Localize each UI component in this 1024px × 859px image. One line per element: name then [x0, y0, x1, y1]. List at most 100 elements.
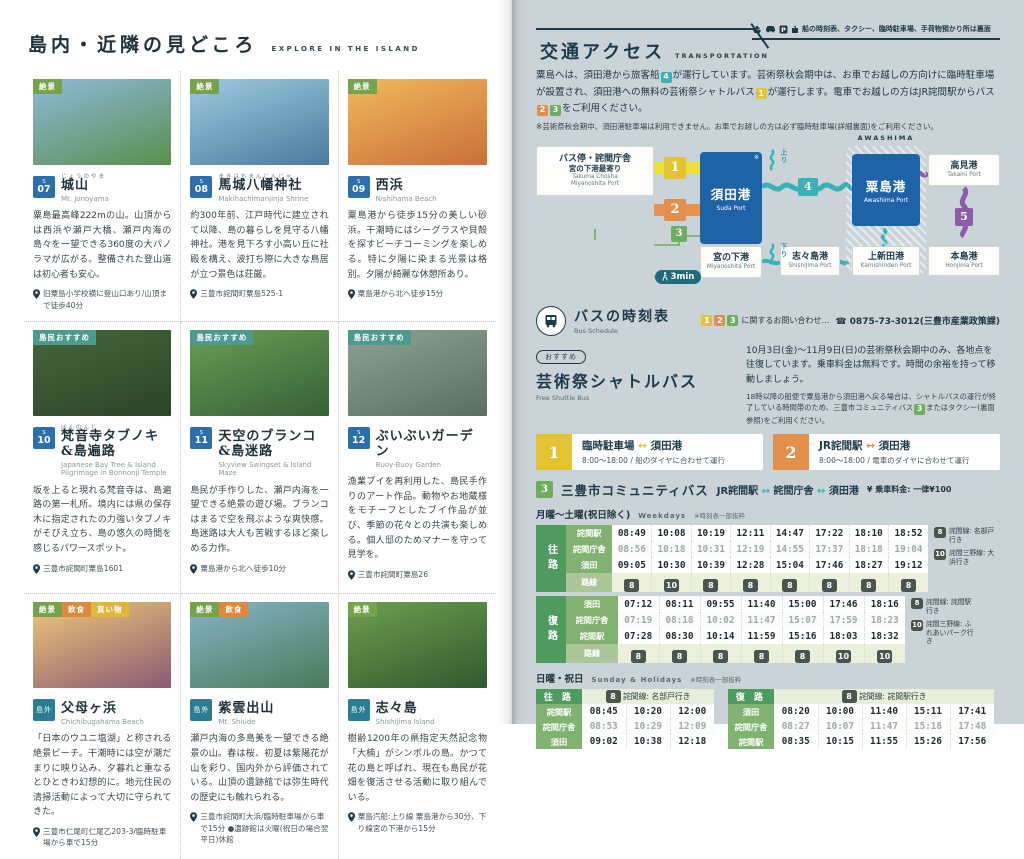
spot-access: 旧粟島小学校横に登山口あり/山頂まで徒歩40分: [33, 288, 171, 311]
off-island-badge: 島外: [347, 699, 370, 722]
photo-badge-row: 島民おすすめ: [190, 330, 254, 345]
timetable-row: 復路 須田 07:12 08:11 09:55 11:40 15:00 17:46 18:16: [536, 596, 905, 664]
time-cell: 14:47: [769, 525, 810, 542]
route-2-badge-inline: 2: [537, 104, 548, 116]
page-subtitle: EXPLORE IN THE ISLAND: [271, 45, 420, 53]
backside-note-text: 船の時刻表、タクシー、臨時駐車場、手荷物預かり所は裏面: [802, 25, 991, 33]
spot-number: 08: [194, 183, 208, 195]
title-furigana: じょうのやま: [61, 174, 107, 180]
shuttle-route-hours: 8:00〜18:00 / 電車のダイヤに合わせて運行: [819, 456, 970, 466]
route-chip-cell: 8: [809, 573, 850, 593]
spot-access-text: 粟島汽船:上り線 粟島港から30分、下り線宮の下港から15分: [357, 812, 487, 833]
stop-name: 詫間駅: [728, 734, 774, 750]
map-pin-icon: [347, 569, 355, 583]
time-cell: 08:27: [774, 719, 818, 735]
shuttle-route-title: 臨時駐車場 ↔ 須田港: [582, 438, 725, 453]
route-number-chip: 10: [664, 579, 679, 593]
time-cell: 18:18: [848, 541, 889, 558]
category-badge: 島民おすすめ: [33, 330, 96, 345]
time-cell: 10:08: [651, 525, 692, 542]
card-title-row: 島外 紫雲出山 Mt. Shiude: [190, 695, 328, 726]
bus-icon: [536, 305, 566, 336]
route-chip-cell: 8: [730, 573, 771, 593]
transit-diagram: 臨時駐車場 Temporary Parking Lot JR詫間駅 JR Tak…: [536, 134, 1000, 296]
time-cell: 17:48: [949, 719, 994, 735]
shuttle-note-text: またはタクシー(裏面参照)をご利用ください。: [746, 403, 995, 426]
card-title-row: 島外 父母ヶ浜 Chichibugahama Beach: [33, 695, 171, 726]
category-badge: 島民おすすめ: [190, 330, 254, 345]
photo-badge-row: 絶景: [347, 602, 377, 618]
route-legend-item: 8 詫間線: 名部戸行き: [934, 527, 1000, 544]
attraction-card: 絶景 S 08 まきはちまんじんじゃ 馬城八幡神社 Makihachimanjinja S…: [181, 71, 339, 322]
community-bus-fare: ¥ 乗車料金: 一律¥100: [866, 485, 952, 495]
time-cell: 11:40: [740, 596, 782, 613]
route-chip-cell: 8: [618, 644, 659, 664]
direction-label: 復路: [536, 596, 566, 664]
time-cell: 10:00: [817, 704, 862, 720]
spot-title-en: Japanese Bay Tree & Island Pilgrimage in…: [61, 460, 167, 478]
spot-number-prefix: S: [199, 178, 203, 185]
spot-number: 11: [194, 434, 208, 446]
time-cell: 17:41: [949, 704, 994, 720]
route-1-badge-inline: 1: [755, 88, 767, 100]
shuttle-route-card: 1 臨時駐車場 ↔ 須田港 8:00〜18:00 / 船のダイヤに合わせて運行: [536, 434, 763, 471]
time-cell: 12:19: [730, 541, 771, 558]
route-3-badge-inline: 3: [536, 481, 553, 499]
route-number-chip: 8: [742, 579, 758, 593]
node-takami-port: 高見港 Takami Port: [928, 153, 1000, 186]
timetable-row: 詫間庁舎 07:19 08:18 10:02 11:47 15:07 17:59 18:23: [536, 612, 905, 629]
spot-number-prefix: S: [357, 429, 361, 436]
photo-badge-row: 絶景: [190, 79, 220, 94]
shuttle-route-card: 2 JR詫間駅 ↔ 須田港 8:00〜18:00 / 電車のダイヤに合わせて運行: [773, 434, 1000, 471]
route-legend-text: 詫間三野線: 大浜行き: [949, 549, 995, 566]
time-cell: 08:11: [658, 596, 700, 613]
spot-access-text: 三豊市詫間町粟島26: [357, 569, 429, 579]
stop-name: 詫間庁舎: [566, 541, 613, 558]
weekday-label-row: 月曜〜土曜(祝日除く) Weekdays ※時刻表一部抜粋: [536, 510, 746, 522]
shuttle-title-en: Free Shuttle Bus: [536, 393, 590, 402]
route-to: 須田港: [650, 440, 683, 453]
shuttle-section: おすすめ 芸術祭シャトルバス Free Shuttle Bus 10月3日(金)…: [536, 344, 1000, 426]
attraction-card: 絶景 S 07 じょうのやま 城山 Mt. Jonoyama 粟島最高峰222mの山。山頂か…: [24, 71, 182, 322]
node-honjima-port: 本島港 Honjima Port: [928, 245, 1000, 276]
time-cell: 12:00: [669, 704, 714, 720]
spot-title-en: Buoy-Buoy Garden: [375, 460, 442, 469]
recommended-badge: おすすめ: [536, 349, 586, 364]
card-title-block: 西浜 Nishihama Beach: [376, 172, 437, 203]
card-title-block: 志々島 Shishijima Island: [376, 695, 435, 726]
spot-access: 粟島港から北へ徒歩15分: [347, 288, 487, 302]
route-number-chip: 8: [911, 598, 923, 610]
card-title-block: 父母ヶ浜 Chichibugahama Beach: [61, 695, 144, 726]
timetable-row: 詫間庁舎 08:56 10:18 10:31 12:19 14:55 17:37 18:18 1…: [536, 541, 928, 558]
time-cell: 17:46: [809, 557, 850, 574]
route-chip-cell: 8: [612, 573, 652, 593]
route-number-chip: 8: [754, 650, 769, 664]
route-chip-cell: 8: [888, 573, 928, 593]
attraction-card: 絶景 飲食 買い物 島外 父母ヶ浜 Chichibugahama Beach 「日本のウユニ…: [24, 594, 182, 859]
taxi-icon: [766, 26, 775, 33]
spot-description: 島民が手作りした、瀬戸内海を一望できる絶景の遊び場。ブランコはまるで空を飛ぶよう…: [190, 485, 329, 554]
route-1-badge: 1: [664, 156, 686, 179]
timetable: 往路 詫間駅 08:49 10:08 10:19 12:11 14:47 17:22 18:10…: [536, 525, 928, 593]
time-cell: 08:20: [774, 704, 818, 720]
spot-access: 三豊市詫間町大浜/臨時駐車場から車で15分 ●遺跡館は火曜(祝日の場合翌平日)休…: [190, 811, 328, 845]
title-furigana: ぼんのんじ: [61, 425, 99, 431]
spot-description: 粟島最高峰222mの山。山頂からは西浜や瀬戸大橋、瀬戸内海の島々を一望できる36…: [33, 211, 172, 280]
spot-description: 約300年前、江戸時代に建立されて以降、島の暮らしを見守る八幡神社。港を見下ろす…: [190, 211, 329, 280]
awashima-area-label: AWASHIMA: [857, 133, 915, 142]
time-cell: 11:55: [861, 734, 906, 750]
route-number-chip: 8: [821, 579, 837, 593]
double-arrow-icon: ↔: [862, 440, 879, 453]
spot-title-en: Nishihama Beach: [375, 194, 437, 203]
time-cell: 18:27: [848, 557, 889, 574]
time-cell: 18:10: [848, 525, 889, 542]
stop-name: 須田: [566, 557, 613, 574]
card-title-block: 天空のブランコ&島迷路 Skyview Swingset & Island Maz…: [218, 423, 328, 478]
route-chip-cell: 8: [699, 644, 741, 664]
time-cell: 08:18: [658, 612, 700, 629]
route-number-chip: 8: [713, 650, 728, 664]
node-kamishinden-port: 上新田港 Kamishinden Port: [852, 245, 920, 276]
route-chip-cell: 8: [658, 644, 700, 664]
time-cell: 07:28: [618, 628, 659, 645]
route-legend-text: 詫間線: 詫間駅行き: [926, 598, 972, 615]
